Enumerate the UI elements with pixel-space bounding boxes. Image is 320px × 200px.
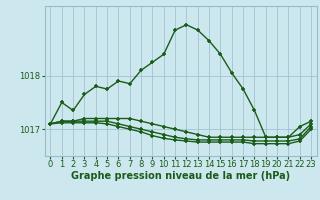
X-axis label: Graphe pression niveau de la mer (hPa): Graphe pression niveau de la mer (hPa): [71, 171, 290, 181]
